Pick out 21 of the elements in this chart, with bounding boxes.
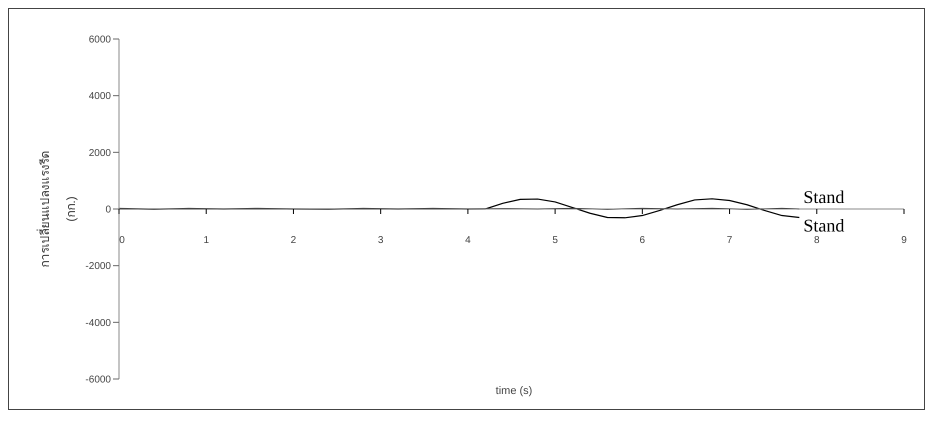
x-tick-label: 0: [119, 235, 126, 246]
y-axis-title: การเปลี่ยนแปลงแรงรีด (กก.): [36, 150, 78, 268]
y-tick-label: 0: [105, 204, 112, 216]
x-tick-label: 5: [552, 235, 558, 246]
y-tick-label: 6000: [88, 34, 112, 46]
x-tick-label: 8: [814, 235, 820, 246]
y-tick-label: -4000: [85, 318, 112, 329]
y-tick-label: -2000: [85, 261, 112, 272]
x-tick-label: 6: [640, 235, 646, 246]
x-tick-label: 7: [726, 235, 733, 246]
x-tick-label: 9: [901, 235, 908, 246]
x-axis-title: time (s): [496, 385, 532, 397]
x-tick-label: 4: [465, 235, 472, 246]
x-tick-label: 2: [290, 235, 297, 246]
y-tick-label: 2000: [88, 148, 112, 159]
y-tick-label: 4000: [88, 91, 112, 102]
series-label: Stand: [803, 187, 844, 207]
x-tick-label: 1: [203, 235, 210, 246]
x-tick-label: 3: [378, 235, 384, 246]
series-label: Stand: [803, 216, 844, 236]
y-tick-label: -6000: [85, 374, 112, 386]
